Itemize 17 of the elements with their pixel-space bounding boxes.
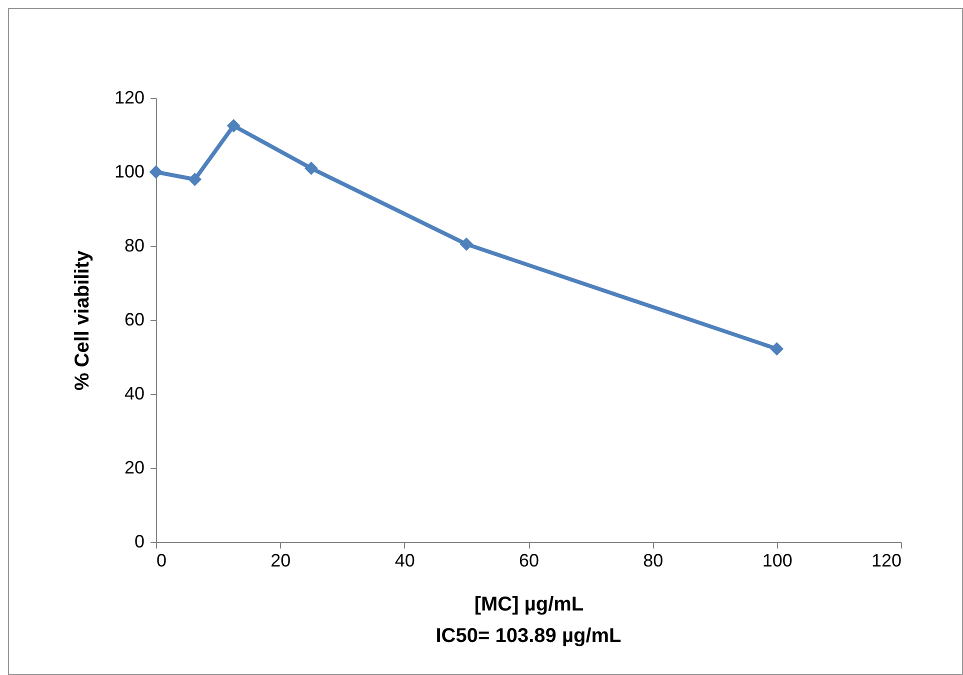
x-tick-label: 60 [518, 550, 540, 570]
y-tick-label: 100 [114, 162, 144, 182]
x-tick-label: 120 [871, 550, 902, 570]
y-tick-label: 80 [124, 236, 144, 256]
x-tick-label: 80 [643, 550, 664, 570]
x-tick-label: 20 [270, 550, 291, 570]
y-tick-label: 120 [114, 88, 144, 108]
x-tick-label: 0 [156, 550, 167, 570]
x-tick-label: 100 [762, 550, 792, 570]
y-tick-label: 0 [134, 532, 144, 552]
y-tick-label: 40 [124, 384, 144, 404]
x-tick-label: 40 [394, 550, 415, 570]
y-axis-title: % Cell viability [71, 250, 94, 391]
x-axis-title: [MC] µg/mL [474, 594, 584, 616]
y-tick-label: 60 [124, 310, 144, 330]
text: IC50= 103.89 µg/mL [436, 625, 622, 647]
y-tick-label: 20 [124, 458, 144, 478]
